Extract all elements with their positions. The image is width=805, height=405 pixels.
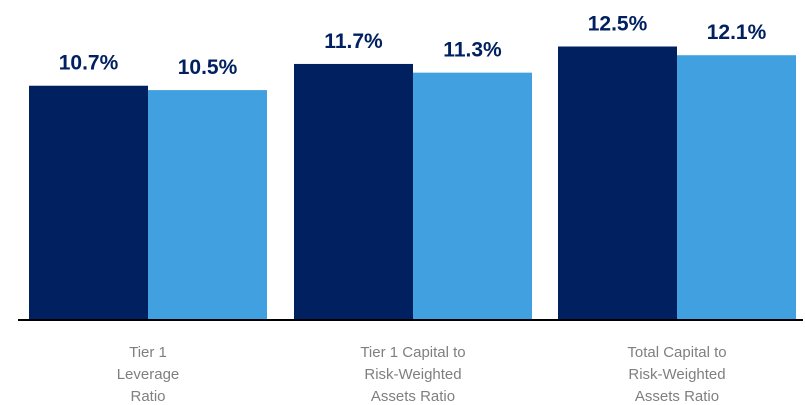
category-label-1: Tier 1 Leverage Ratio [117,344,180,405]
bar-series1-cat1 [29,85,148,320]
category-label-2: Tier 1 Capital to Risk-Weighted Assets Rat… [360,344,465,405]
bar-series2-cat1 [148,90,267,319]
category-label-3-line-3: Assets Ratio [635,388,719,405]
category-label-3-line-2: Risk-Weighted [628,366,725,383]
bar-series1-cat2 [294,63,413,319]
bars-group [29,46,796,320]
value-label-series2-cat1: 10.5% [178,56,238,79]
category-label-2-line-3: Assets Ratio [371,388,455,405]
category-label-2-line-1: Tier 1 Capital to [360,344,465,361]
value-label-series1-cat2: 11.7% [324,30,383,53]
bar-series2-cat2 [413,72,532,319]
value-label-series2-cat3: 12.1% [707,21,767,44]
category-label-3: Total Capital to Risk-Weighted Assets Rati… [627,344,726,405]
category-label-1-line-1: Tier 1 [129,344,167,361]
value-label-series2-cat2: 11.3% [443,39,502,62]
category-label-1-line-2: Leverage [117,366,180,383]
bar-series1-cat3 [558,46,677,319]
value-label-series1-cat1: 10.7% [59,52,119,75]
category-label-2-line-2: Risk-Weighted [364,366,461,383]
category-label-1-line-3: Ratio [130,388,165,405]
category-label-3-line-1: Total Capital to [627,344,726,361]
value-label-series1-cat3: 12.5% [588,13,648,36]
bar-series2-cat3 [677,55,796,319]
category-labels-group: Tier 1 Leverage Ratio Tier 1 Capital to Risk… [117,344,727,405]
value-labels-group: 10.7% 10.5% 11.7% 11.3% 12.5% 12.1% [59,13,767,80]
